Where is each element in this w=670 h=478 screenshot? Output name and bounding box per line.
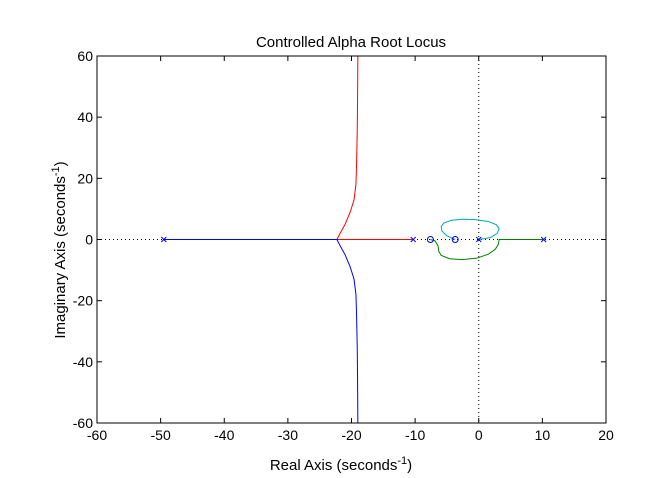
zero-marker-2	[451, 236, 459, 243]
x-axis-title-text: Real Axis (seconds	[270, 457, 398, 474]
pole-marker-1	[160, 236, 167, 243]
y-axis-title: Imaginary Axis (seconds-1)	[50, 161, 69, 338]
locus-branch-2	[163, 239, 359, 424]
y-tick-label: 60	[77, 48, 93, 64]
x-tick-label: -40	[214, 427, 234, 443]
y-tick-label: 40	[77, 109, 93, 125]
y-axis-title-close: )	[52, 161, 69, 166]
pole-zero-markers	[160, 236, 547, 243]
locus-branch-1	[336, 55, 414, 240]
y-tick-label: 20	[77, 170, 93, 186]
y-tick-label: -60	[73, 415, 93, 431]
locus-branch-4	[430, 239, 544, 261]
pole-marker-2	[410, 236, 417, 243]
x-tick-label: -30	[278, 427, 298, 443]
x-tick-label: -60	[87, 427, 107, 443]
y-tick-label: -20	[73, 293, 93, 309]
pole-marker-3	[475, 236, 482, 243]
x-axis-title-close: )	[407, 457, 412, 474]
x-tick-label: -20	[341, 427, 361, 443]
y-tick-label: 0	[85, 232, 93, 248]
locus-branches	[163, 55, 544, 424]
pole-marker-4	[540, 236, 547, 243]
x-tick-label: -10	[405, 427, 425, 443]
y-tick-label: -40	[73, 354, 93, 370]
x-axis-title: Real Axis (seconds-1)	[270, 455, 412, 474]
chart-title: Controlled Alpha Root Locus	[256, 34, 446, 51]
x-tick-label: 0	[475, 427, 483, 443]
axis-ticks	[96, 55, 607, 424]
x-tick-label: -50	[151, 427, 171, 443]
zero-marker-1	[426, 236, 434, 243]
x-tick-label: 10	[535, 427, 551, 443]
x-tick-label: 20	[598, 427, 614, 443]
tick-labels: -60 -50 -40 -30 -20 -10 0 10 20 -60 -40 -20 0 20 40 60	[73, 48, 614, 443]
y-axis-title-text: Imaginary Axis (seconds	[52, 176, 69, 339]
locus-branch-3	[440, 218, 500, 240]
x-axis-title-exponent: -1	[397, 455, 407, 467]
y-axis-title-exponent: -1	[50, 166, 62, 176]
